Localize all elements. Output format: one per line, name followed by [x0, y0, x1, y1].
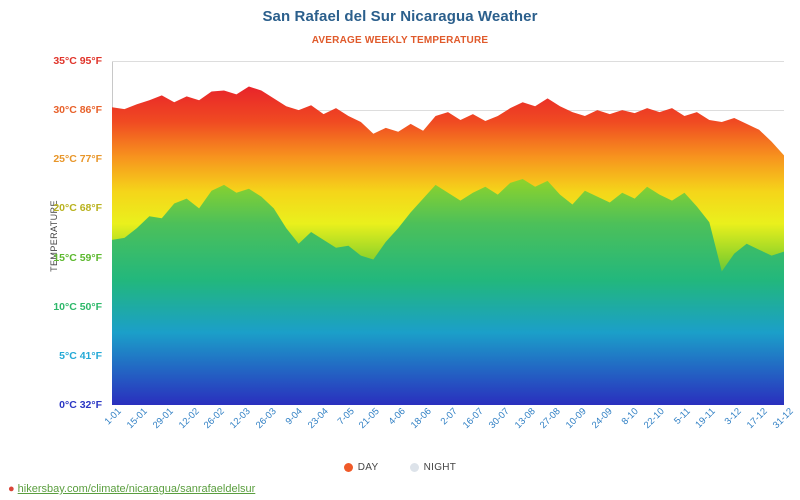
chart-legend: DAY NIGHT: [0, 462, 800, 473]
footer: ● hikersbay.com/climate/nicaragua/sanrafa…: [8, 483, 255, 495]
y-axis-title: TEMPERATURE: [49, 200, 59, 272]
footer-link[interactable]: hikersbay.com/climate/nicaragua/sanrafae…: [17, 483, 256, 495]
legend-label-night: NIGHT: [423, 462, 457, 473]
legend-item-day[interactable]: DAY: [343, 462, 379, 473]
location-pin-icon: ●: [8, 483, 15, 495]
x-tick-label: 31-12: [770, 406, 796, 431]
chart-title: San Rafael del Sur Nicaragua Weather: [262, 8, 538, 25]
y-tick-label: 25°C 77°F: [53, 153, 102, 166]
legend-dot-day: [343, 463, 353, 472]
legend-dot-night: [409, 463, 419, 472]
y-axis-labels: TEMPERATURE 0°C 32°F 5°C 41°F 10°C 50°F 15°…: [0, 55, 108, 411]
legend-item-night[interactable]: NIGHT: [409, 462, 457, 473]
gridline: [112, 61, 784, 62]
plot-area: [112, 61, 784, 405]
gridline: [112, 110, 784, 112]
y-tick-label: 35°C 95°F: [53, 55, 102, 67]
y-tick-label: 15°C 59°F: [53, 251, 102, 264]
y-tick-label: 10°C 50°F: [53, 300, 102, 313]
temperature-area-series: [112, 86, 784, 405]
x-axis-labels: 1-01 15-01 29-01 12-02 26-02 12-03 26-03 9-04 23…: [103, 406, 796, 466]
y-tick-label: 0°C 32°F: [59, 399, 102, 411]
chart-subtitle: AVERAGE WEEKLY TEMPERATURE: [311, 35, 489, 46]
y-tick-label: 5°C 41°F: [59, 349, 102, 362]
legend-label-day: DAY: [357, 462, 379, 473]
y-tick-label: 30°C 86°F: [53, 104, 102, 117]
y-tick-label: 20°C 68°F: [53, 202, 102, 215]
night-area: [112, 178, 784, 405]
